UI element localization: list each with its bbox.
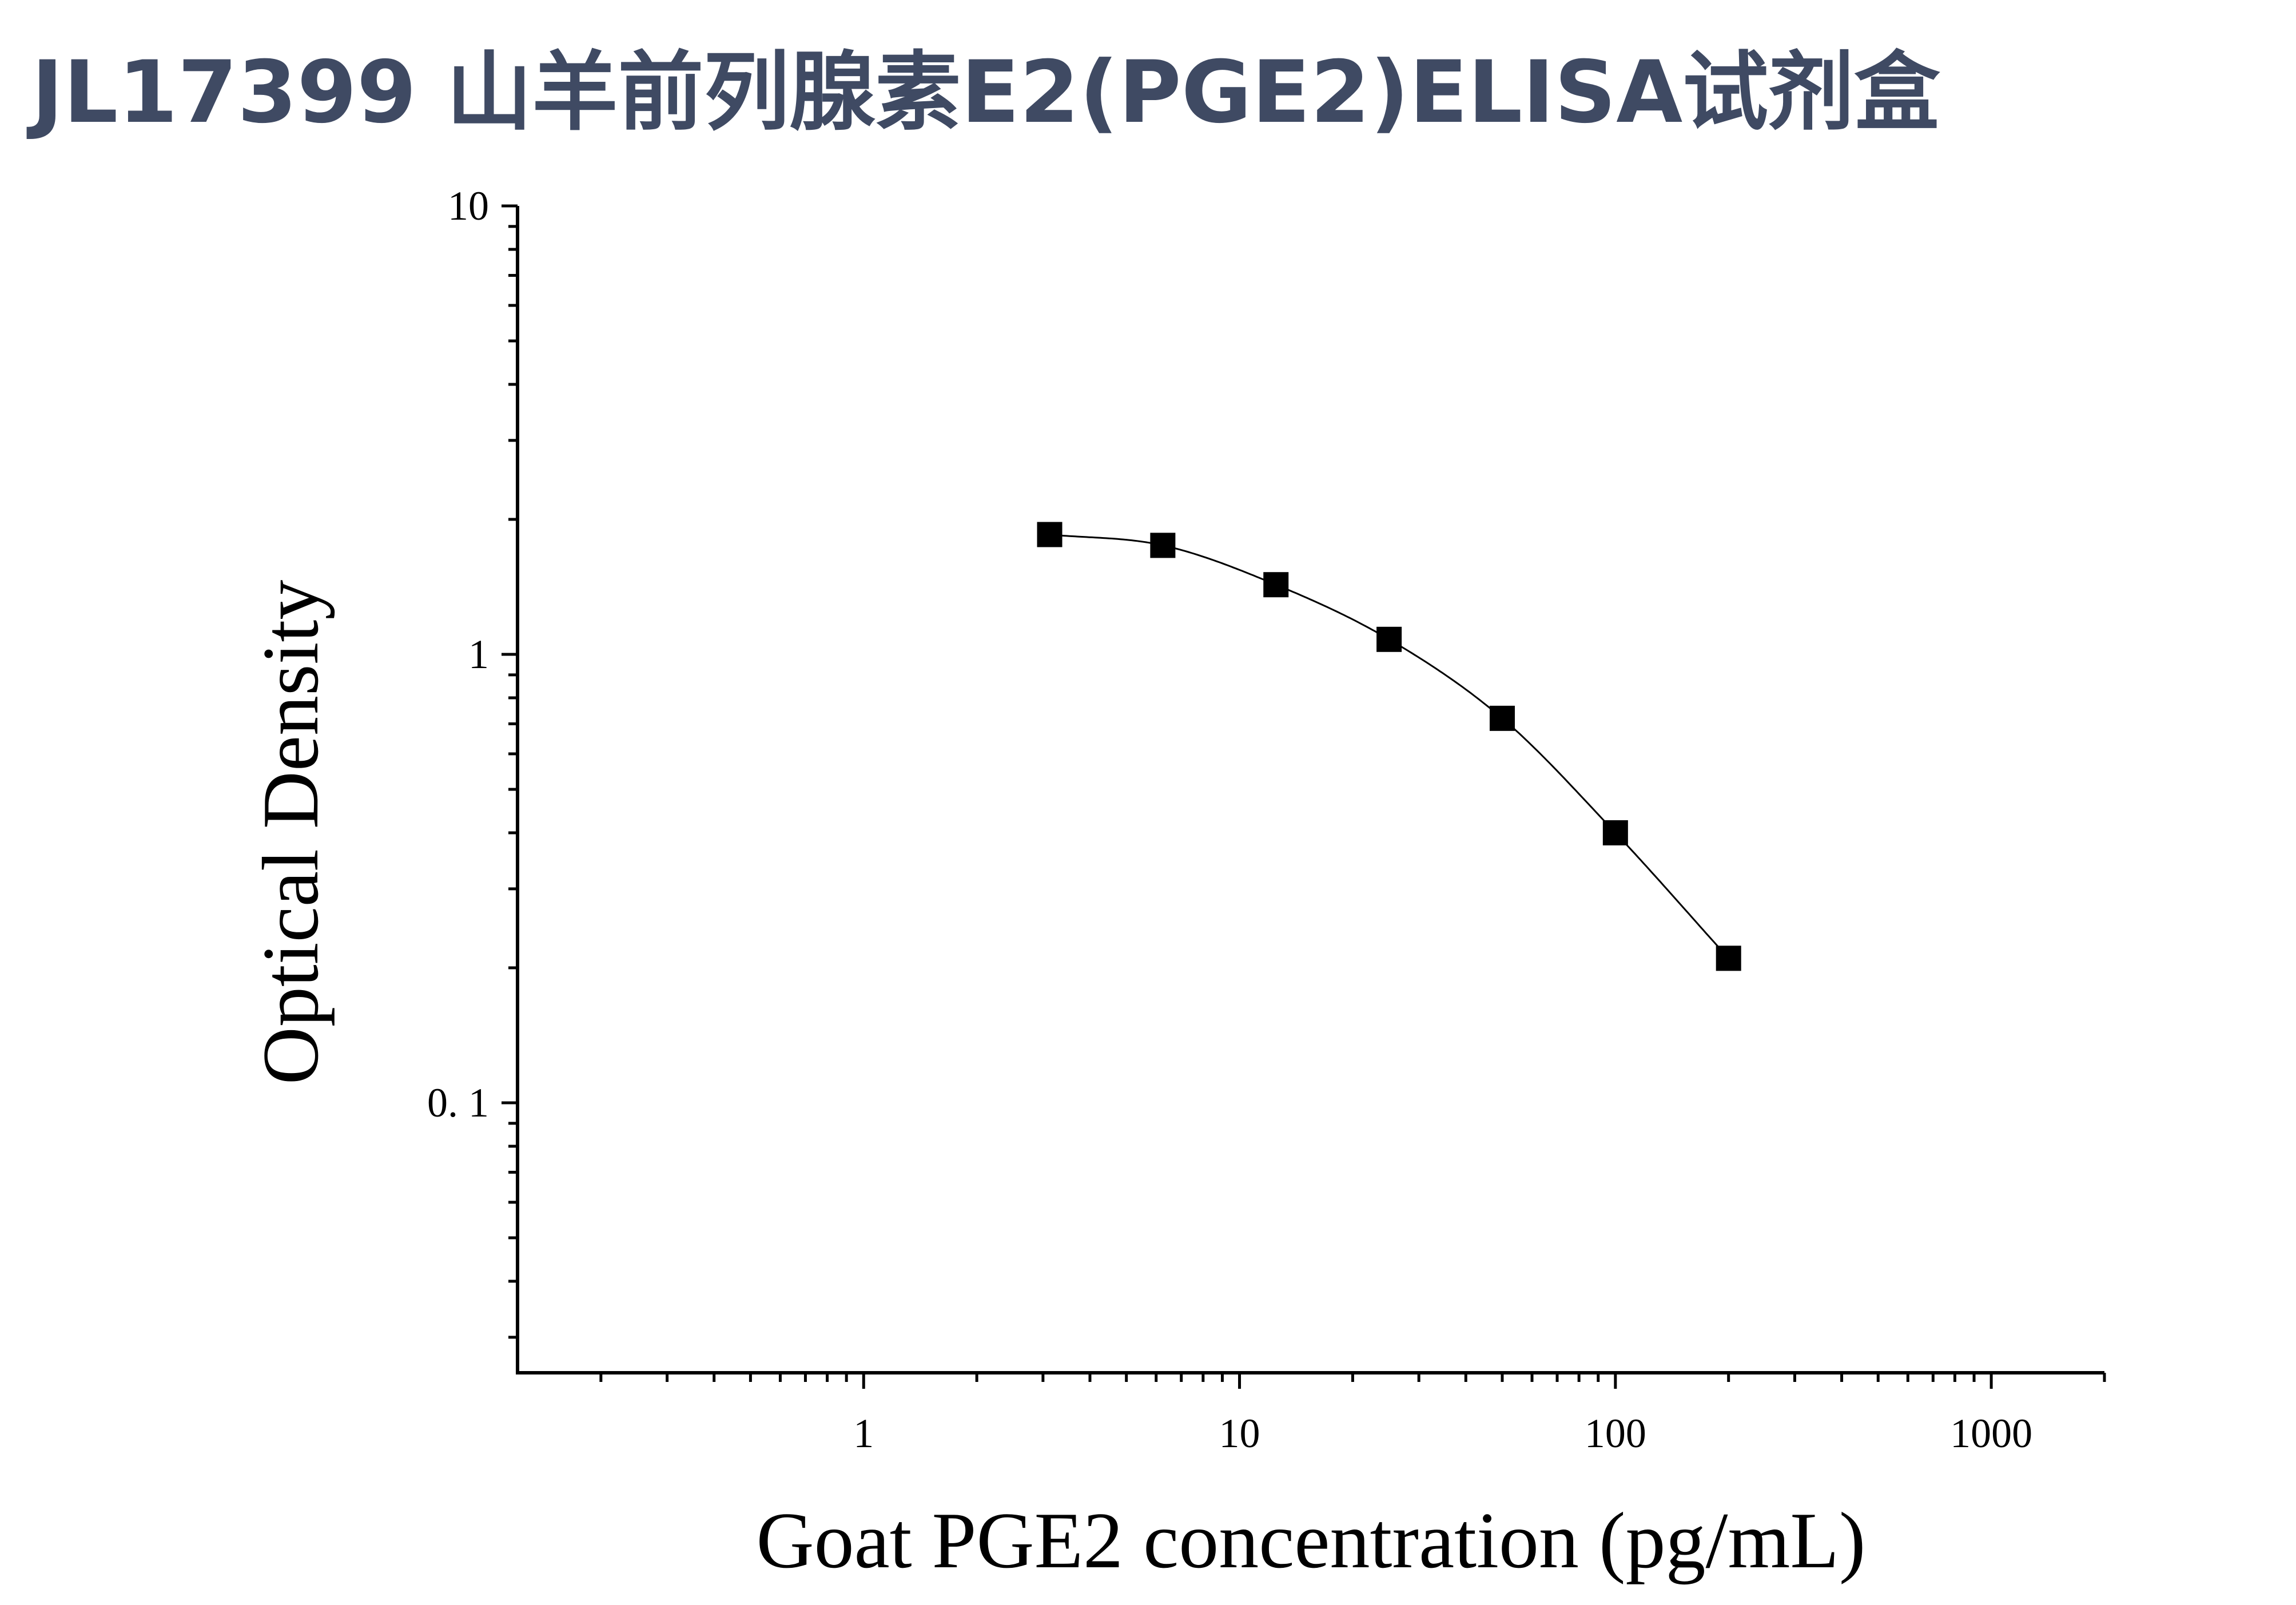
axes xyxy=(502,204,2106,1389)
y-tick-label: 0. 1 xyxy=(427,1080,489,1126)
tick-labels: 1 10 100 1000 0. 1 1 10 xyxy=(427,183,2032,1456)
data-point xyxy=(1150,533,1176,558)
y-tick-label: 10 xyxy=(448,183,489,229)
fit-curve-layer xyxy=(1049,534,1729,959)
x-tick-label: 1 xyxy=(853,1411,874,1456)
data-point xyxy=(1489,705,1515,731)
y-axis-title: Optical Density xyxy=(246,580,335,1085)
x-tick-label: 100 xyxy=(1585,1411,1646,1456)
data-point xyxy=(1602,820,1628,845)
x-axis-title: Goat PGE2 concentration (pg/mL) xyxy=(756,1496,1865,1585)
data-point xyxy=(1037,522,1063,547)
x-tick-label: 1000 xyxy=(1950,1411,2032,1456)
x-tick-label: 10 xyxy=(1219,1411,1260,1456)
data-point xyxy=(1263,572,1289,598)
y-tick-label: 1 xyxy=(468,631,489,677)
page-title: JL17399 山羊前列腺素E2(PGE2)ELISA试剂盒 xyxy=(31,43,1940,142)
fit-curve xyxy=(1049,534,1729,959)
data-point xyxy=(1716,945,1741,971)
markers-layer xyxy=(1037,522,1741,971)
data-point xyxy=(1376,626,1402,652)
